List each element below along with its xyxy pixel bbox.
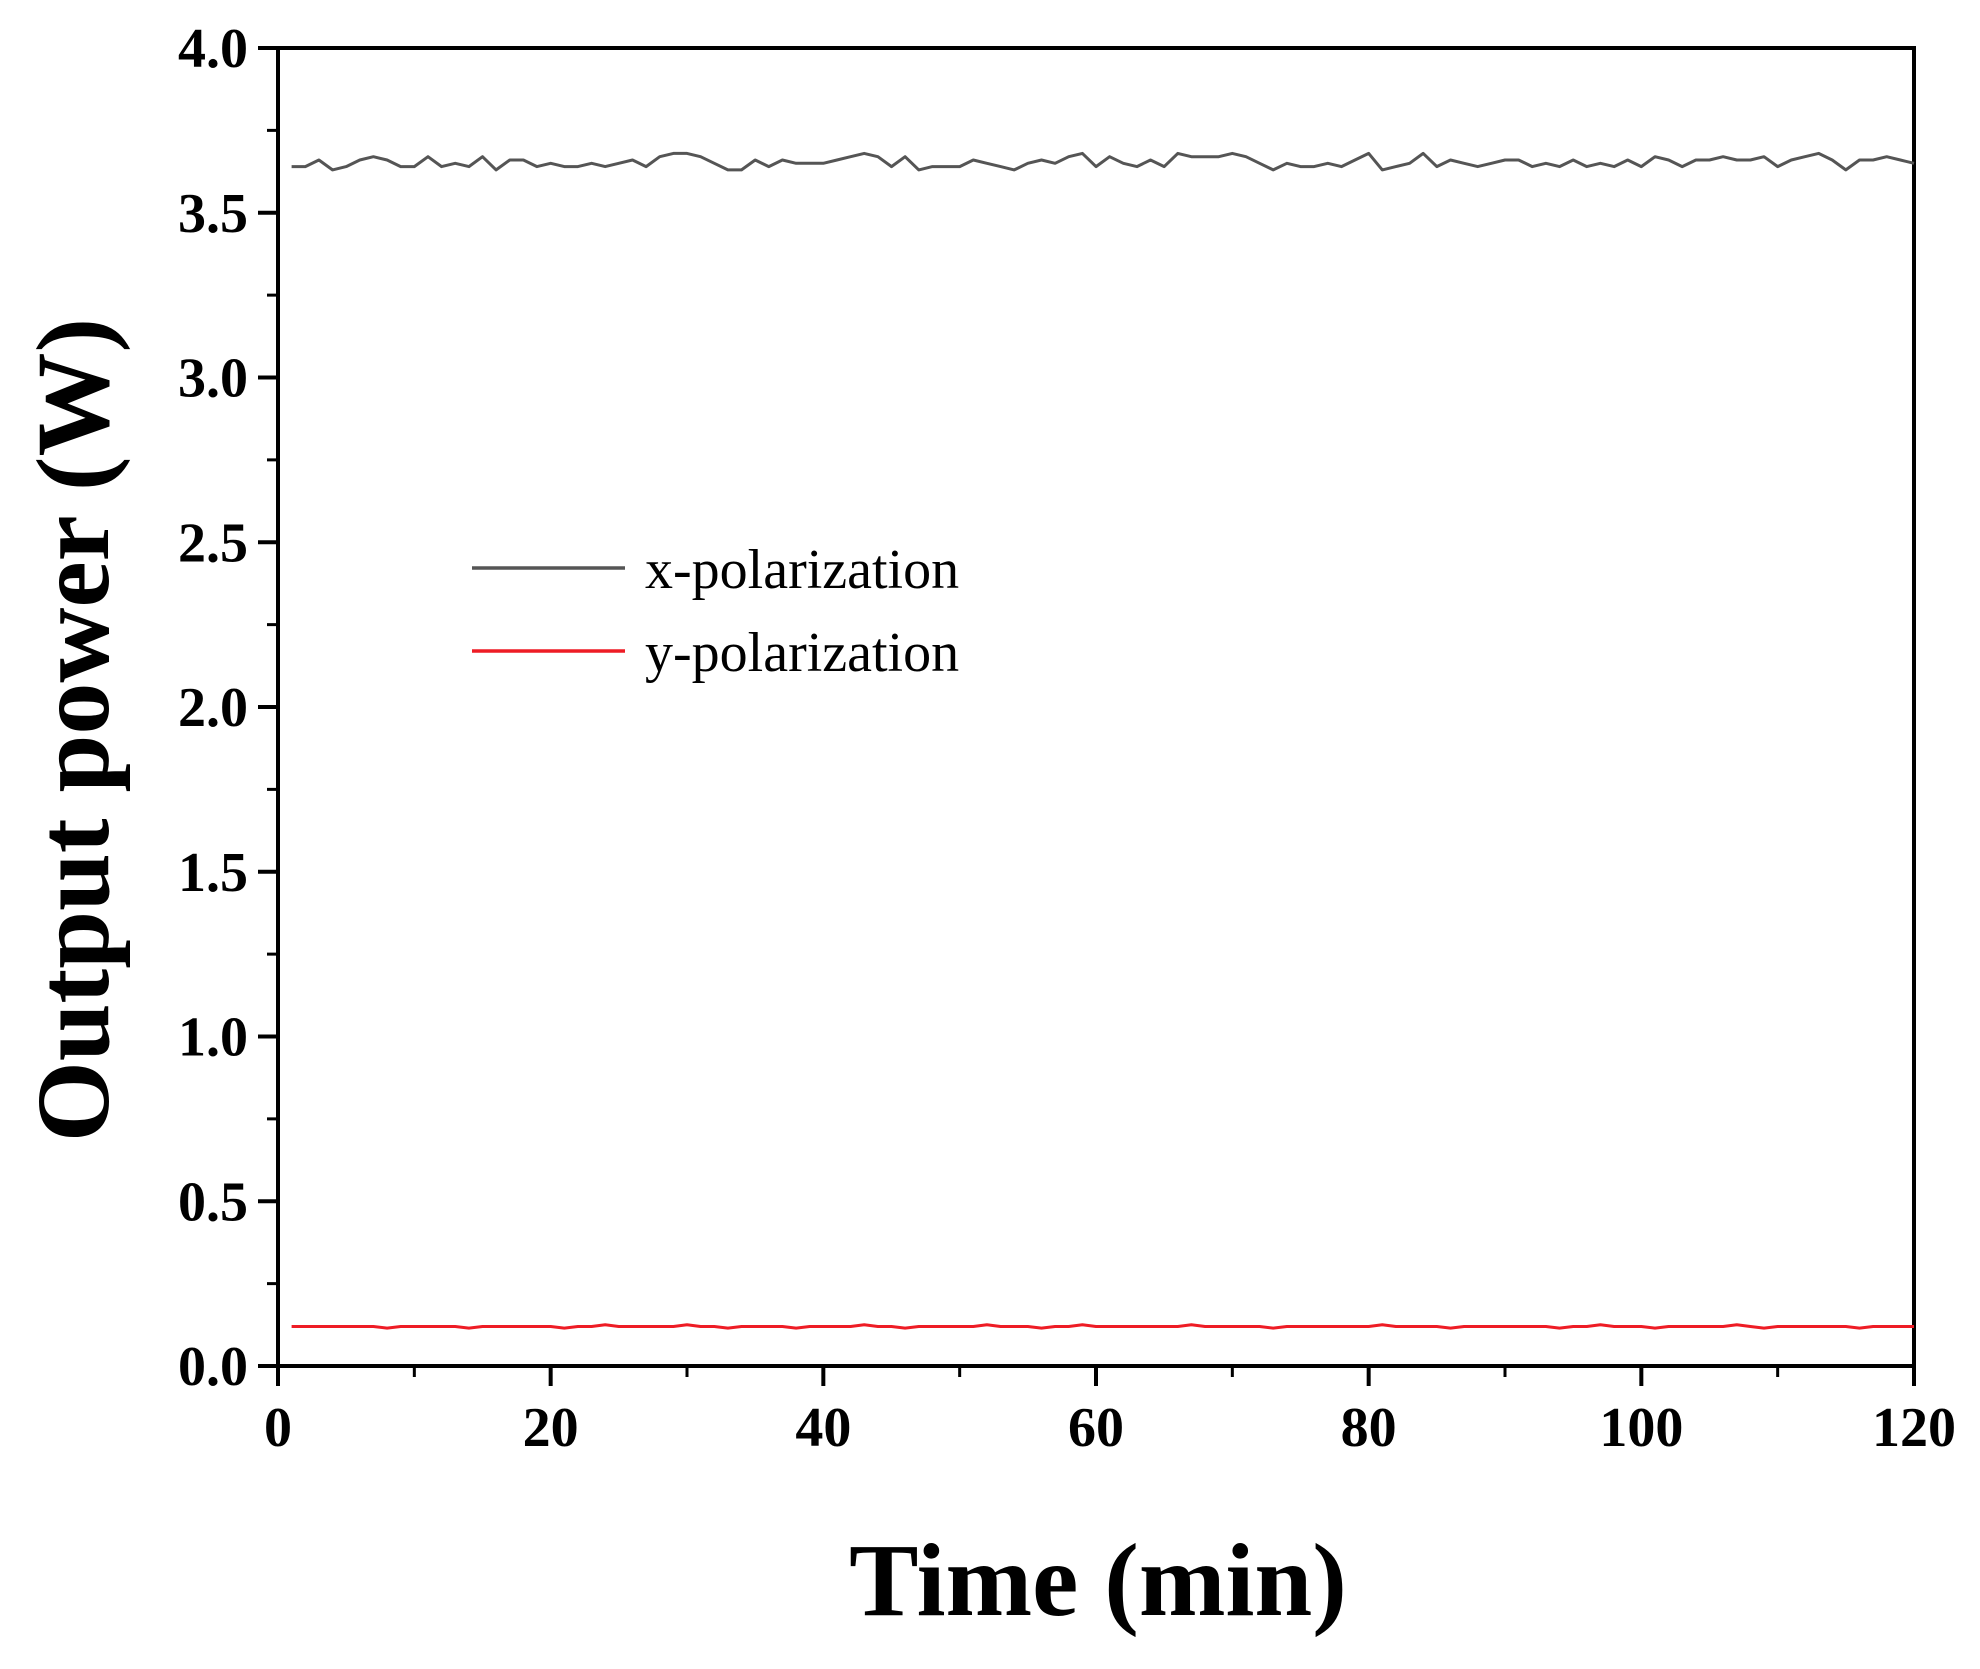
x-tick-label: 20	[523, 1397, 579, 1459]
x-tick-label: 60	[1068, 1397, 1124, 1459]
y-axis-title: Output power (W)	[16, 318, 131, 1142]
y-tick-label: 1.0	[178, 1007, 248, 1069]
series-line-y-polarization	[291, 1323, 1914, 1330]
y-tick-label: 3.0	[178, 348, 248, 410]
y-tick-label: 3.5	[178, 183, 248, 245]
x-tick-label: 0	[264, 1397, 292, 1459]
x-tick-label: 40	[795, 1397, 851, 1459]
x-axis-title: Time (min)	[849, 1523, 1347, 1638]
x-tick-label: 120	[1872, 1397, 1956, 1459]
series-lines	[291, 151, 1915, 1330]
legend-label-x-polarization: x-polarization	[645, 539, 959, 601]
x-tick-label: 100	[1599, 1397, 1683, 1459]
x-tick-label: 80	[1341, 1397, 1397, 1459]
y-axis-ticks	[258, 46, 278, 1368]
y-tick-label: 0.5	[178, 1171, 248, 1233]
y-tick-label: 2.0	[178, 677, 248, 739]
series-line-x-polarization	[291, 151, 1915, 172]
legend: x-polarization y-polarization	[472, 539, 959, 684]
y-tick-label: 1.5	[178, 842, 248, 904]
legend-label-y-polarization: y-polarization	[645, 622, 959, 684]
x-axis-ticks	[276, 1366, 1916, 1386]
y-tick-label: 2.5	[178, 512, 248, 574]
y-tick-label: 0.0	[178, 1336, 248, 1398]
y-axis-tick-labels: 0.0 0.5 1.0 1.5 2.0 2.5 3.0 3.5 4.0	[178, 18, 248, 1398]
y-tick-label: 4.0	[178, 18, 248, 80]
x-axis-tick-labels: 0 20 40 60 80 100 120	[264, 1397, 1956, 1459]
